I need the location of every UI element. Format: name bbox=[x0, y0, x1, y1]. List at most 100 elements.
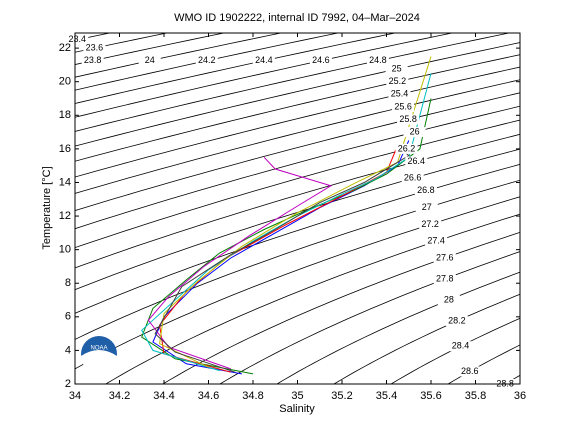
contour-label: 23.6 bbox=[86, 42, 104, 52]
density-contour bbox=[105, 213, 520, 384]
contour-label: 25.2 bbox=[389, 76, 407, 86]
y-axis-label: Temperature [°C] bbox=[41, 166, 53, 249]
x-tick-label: 35.2 bbox=[331, 390, 352, 402]
contour-label: 24.8 bbox=[369, 55, 387, 65]
logo-wave bbox=[81, 350, 117, 374]
contour-label-bg bbox=[252, 55, 275, 66]
contour-label-bg bbox=[309, 55, 332, 66]
contour-label: 24.2 bbox=[198, 55, 216, 65]
contour-label: 26 bbox=[410, 126, 420, 136]
contour-label-bg bbox=[397, 114, 420, 125]
density-contour bbox=[333, 293, 520, 384]
profile-line bbox=[141, 73, 432, 372]
y-tick-label: 22 bbox=[59, 42, 71, 54]
contour-label-bg bbox=[414, 185, 437, 196]
contour-label-bg bbox=[415, 202, 438, 213]
density-contour bbox=[75, 92, 520, 212]
contour-label-layer: 23.423.623.8 24 24.2 24.4 24.6 24.82525.225.4… bbox=[66, 34, 517, 389]
contour-label-bg bbox=[449, 341, 472, 352]
contour-label: 26.8 bbox=[417, 185, 435, 195]
contour-label: 27.6 bbox=[436, 252, 454, 262]
contour-label-bg bbox=[385, 64, 408, 75]
contour-label: 26.4 bbox=[408, 156, 426, 166]
profile-layer bbox=[141, 56, 432, 375]
contour-label: 24.4 bbox=[255, 55, 273, 65]
x-tick-label: 34.8 bbox=[242, 390, 263, 402]
y-tick-label: 8 bbox=[65, 277, 71, 289]
contour-label-bg bbox=[405, 156, 428, 167]
contour-label: 27.8 bbox=[436, 273, 454, 283]
density-contour bbox=[75, 133, 520, 269]
contour-label: 25.6 bbox=[394, 101, 412, 111]
contour-label-bg bbox=[392, 101, 415, 112]
y-tick-label: 14 bbox=[59, 176, 71, 188]
contour-label-bg bbox=[433, 274, 456, 285]
contour-label-bg bbox=[66, 34, 89, 45]
x-axis-label: Salinity bbox=[279, 403, 315, 415]
density-contour bbox=[75, 119, 520, 249]
x-tick-label: 34.6 bbox=[198, 390, 219, 402]
density-contour bbox=[75, 179, 520, 340]
density-contour bbox=[75, 196, 520, 370]
noaa-logo: NOAA bbox=[81, 336, 117, 374]
contour-label: 27.2 bbox=[421, 219, 439, 229]
profile-line bbox=[159, 56, 432, 368]
x-tick-label: 34 bbox=[69, 390, 81, 402]
y-tick-label: 18 bbox=[59, 109, 71, 121]
contour-label-bg bbox=[395, 143, 418, 154]
contour-label-bg bbox=[83, 43, 106, 54]
profile-line bbox=[154, 145, 410, 373]
contour-label-bg bbox=[81, 55, 104, 66]
density-contour bbox=[75, 105, 520, 230]
contour-label-bg bbox=[195, 55, 218, 66]
contour-label: 25.8 bbox=[399, 114, 417, 124]
x-tick-label: 35.6 bbox=[420, 390, 441, 402]
density-contour bbox=[75, 148, 520, 291]
x-tick-label: 35.4 bbox=[376, 390, 397, 402]
contour-label: 25.4 bbox=[391, 89, 409, 99]
density-contour bbox=[75, 33, 454, 118]
contour-label-bg bbox=[419, 219, 442, 230]
x-tick-label: 35.8 bbox=[465, 390, 486, 402]
x-tick-label: 35 bbox=[291, 390, 303, 402]
x-tick-label: 36 bbox=[514, 390, 526, 402]
density-contour bbox=[75, 33, 397, 104]
density-contour bbox=[162, 231, 520, 384]
logo-text: NOAA bbox=[90, 346, 107, 352]
density-contour bbox=[75, 33, 226, 65]
density-contour bbox=[75, 42, 520, 147]
contour-label: 28 bbox=[444, 294, 454, 304]
contour-label: 28.6 bbox=[461, 366, 479, 376]
y-tick-label: 10 bbox=[59, 244, 71, 256]
contour-label-bg bbox=[458, 366, 481, 377]
density-contour bbox=[219, 251, 520, 384]
density-contour bbox=[75, 33, 340, 91]
contour-label: 26.6 bbox=[404, 173, 422, 183]
contour-label-bg bbox=[425, 236, 448, 247]
contour-label: 27.4 bbox=[427, 236, 445, 246]
density-contour bbox=[75, 163, 520, 314]
contour-label-bg bbox=[403, 127, 426, 138]
contour-label: 25 bbox=[392, 63, 402, 73]
contour-label: 28.2 bbox=[448, 315, 466, 325]
contour-label-bg bbox=[437, 295, 460, 306]
contour-label-bg bbox=[386, 76, 409, 87]
density-contour bbox=[276, 271, 520, 384]
contour-label: 26.2 bbox=[398, 143, 416, 153]
contour-label: 23.4 bbox=[69, 34, 87, 44]
y-tick-label: 2 bbox=[65, 378, 71, 390]
y-tick-label: 4 bbox=[65, 344, 71, 356]
contour-label-bg bbox=[388, 89, 411, 100]
contour-label-bg bbox=[445, 316, 468, 327]
y-tick-label: 20 bbox=[59, 76, 71, 88]
x-tick-label: 34.2 bbox=[109, 390, 130, 402]
density-contour bbox=[75, 33, 283, 78]
contour-label: 24 bbox=[145, 55, 155, 65]
density-contour bbox=[75, 33, 512, 132]
contour-label: 28.4 bbox=[452, 341, 470, 351]
contour-label: 28.8 bbox=[496, 378, 514, 388]
x-tick-label: 34.4 bbox=[153, 390, 174, 402]
contour-label: 27 bbox=[422, 202, 432, 212]
